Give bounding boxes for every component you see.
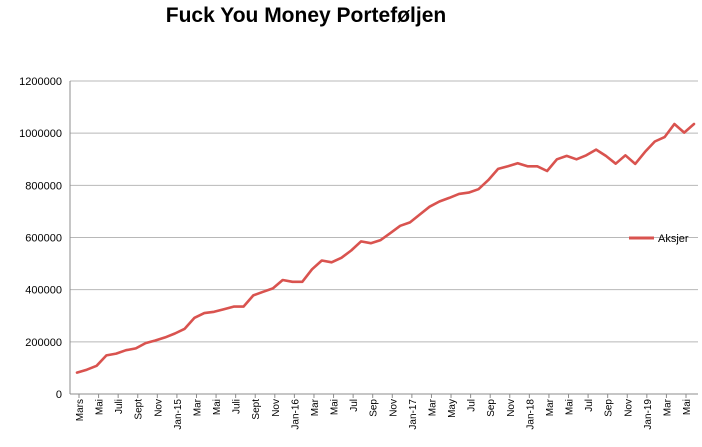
x-tick-label: Jul	[584, 399, 595, 412]
x-tick-label: Jan-18	[525, 399, 536, 430]
grid-lines	[70, 80, 698, 343]
x-tick-label: Juli	[114, 399, 125, 414]
x-tick-label: Jul	[349, 399, 360, 412]
x-tick-label: Nov	[623, 399, 634, 417]
x-tick-label: Jan-15	[173, 399, 184, 430]
y-tick-label: 600000	[25, 233, 62, 245]
x-tick-label: Mars	[75, 399, 86, 421]
x-tick-label: Mar	[427, 398, 438, 416]
x-tick-label: Jan-19	[643, 399, 654, 430]
chart-title: Fuck You Money Porteføljen	[165, 4, 447, 27]
y-tick-label: 800000	[25, 180, 62, 192]
x-tick-label: May	[447, 399, 458, 418]
x-tick-label: Mar	[192, 398, 203, 416]
axes	[69, 81, 698, 398]
x-tick-label: Jan-16	[290, 399, 301, 430]
y-tick-label: 1200000	[19, 76, 62, 88]
x-tick-label: Mai	[330, 399, 341, 415]
x-tick-label: Mai	[682, 399, 693, 415]
x-tick-label: Sept	[134, 399, 145, 420]
x-tick-labels: Mars Mai Juli Sept Nov Jan-15 Mar Mai Juli Sept No…	[75, 398, 693, 429]
x-tick-label: Mar	[662, 398, 673, 416]
x-tick-label: Sep	[369, 399, 380, 417]
y-tick-label: 200000	[25, 337, 62, 349]
x-tick-label: Nov	[271, 399, 282, 417]
x-tick-label: Nov	[506, 399, 517, 417]
x-tick-label: Mai	[212, 399, 223, 415]
y-tick-label: 0	[56, 389, 62, 401]
y-tick-label: 400000	[25, 285, 62, 297]
x-tick-label: Juli	[232, 399, 243, 414]
x-tick-label: Sept	[251, 399, 262, 420]
x-tick-label: Sep	[604, 399, 615, 417]
x-tick-label: Jul	[467, 399, 478, 412]
x-tick-label: Nov	[153, 399, 164, 417]
x-tick-label: Mar	[545, 398, 556, 416]
x-tick-label: Jan-17	[408, 399, 419, 430]
series-line-aksjer	[75, 122, 696, 374]
x-tick-label: Mar	[310, 398, 321, 416]
x-tick-label: Sep	[486, 399, 497, 417]
x-tick-label: Nov	[388, 399, 399, 417]
legend: Aksjer	[629, 233, 689, 245]
series-lines	[75, 122, 696, 374]
y-tick-label: 1000000	[19, 128, 62, 140]
legend-label: Aksjer	[658, 233, 689, 245]
y-tick-labels: 0 200000 400000 600000 800000 1000000 1200000	[19, 76, 62, 401]
x-tick-label: Mai	[565, 399, 576, 415]
x-tick-label: Mai	[95, 399, 106, 415]
